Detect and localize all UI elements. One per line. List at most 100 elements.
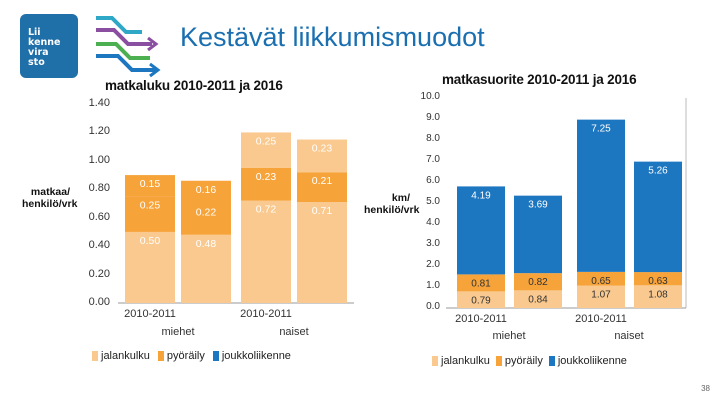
data-label: 0.23 [312,143,333,155]
legend-label: joukkoliikenne [221,350,291,362]
bar-segment [241,167,291,201]
group-label: naiset [279,326,308,338]
chart1-legend: jalankulku pyöräily joukkoliikenne [92,350,291,362]
bar-segment [514,290,562,308]
data-label: 0.16 [196,184,217,196]
data-label: 0.21 [312,175,333,187]
y-tick-label: 0.0 [426,301,440,312]
x-tick-label: 2010-2011 [455,313,507,325]
y-tick-label: 4.0 [426,217,440,228]
data-label: 0.72 [256,204,277,216]
data-label: 0.23 [256,171,277,183]
data-label: 0.25 [140,199,161,211]
logo: Lii kenne vira sto [20,14,78,78]
route-graphic [96,16,161,78]
data-label: 0.71 [312,205,333,217]
legend-item-joukkoliikenne: joukkoliikenne [212,350,291,362]
legend-item-pyoraily: pyöräily [495,355,543,367]
legend-swatch [495,356,502,366]
bar-segment [125,196,175,232]
legend-label: jalankulku [441,355,490,367]
page-number: 38 [701,384,710,393]
legend-label: joukkoliikenne [557,355,627,367]
bar-segment [297,172,347,203]
legend-item-joukkoliikenne: joukkoliikenne [548,355,627,367]
legend-item-jalankulku: jalankulku [432,355,490,367]
bar-segment [577,119,625,272]
data-label: 0.65 [591,276,611,287]
bar-segment [181,180,231,204]
bar-segment [577,271,625,286]
bar-segment [125,175,175,197]
group-label: miehet [492,330,525,342]
bar-segment [634,161,682,273]
y-tick-label: 1.0 [426,280,440,291]
legend-item-pyoraily: pyöräily [157,350,205,362]
y-tick-label: 1.00 [88,153,110,166]
chart2-plot: 0.79 0.81 4.19 2010-2011 0.84 0.82 3.69 1.07 0.6… [446,98,687,342]
data-label: 0.22 [196,207,217,219]
data-label: 0.81 [471,278,491,289]
y-tick-label: 10.0 [420,91,440,102]
legend-swatch [548,356,555,366]
bar-segment [457,274,505,292]
bar-segment [634,285,682,308]
group-label: miehet [161,326,194,338]
bar-segment [125,231,175,303]
x-tick-label: 2010-2011 [575,313,627,325]
y-tick-label: 8.0 [426,133,440,144]
bar-segment [181,203,231,235]
y-tick-label: 1.40 [88,97,110,109]
legend-swatch [92,351,98,361]
bar-segment [297,202,347,303]
x-tick-label: 2010-2011 [124,308,176,320]
group-label: naiset [614,330,643,342]
chart2-legend: jalankulku pyöräily joukkoliikenne [432,355,627,367]
logo-text-2: kenne [28,37,61,48]
bar-segment [457,291,505,308]
chart1-plot: 0.50 0.25 0.15 2010-2011 0.48 0.22 0.16 0.72 0.2… [118,132,354,338]
y-tick-label: 0.60 [88,210,110,223]
y-tick-label: 2.0 [426,259,440,270]
legend-item-jalankulku: jalankulku [92,350,150,362]
legend-label: jalankulku [101,350,150,362]
data-label: 3.69 [528,200,548,211]
y-tick-label: 3.0 [426,238,440,249]
data-label: 1.07 [591,290,611,301]
bar-segment [514,195,562,274]
slide-title: Kestävät liikkumismuodot [180,22,485,52]
chart1-title: matkaluku 2010-2011 ja 2016 [105,78,283,93]
y-tick-label: 7.0 [426,154,440,165]
data-label: 7.25 [591,124,611,135]
data-label: 0.82 [528,277,548,288]
legend-swatch [432,356,438,366]
data-label: 0.79 [471,295,491,306]
legend-label: pyöräily [504,355,543,367]
data-label: 5.26 [648,166,668,177]
bar-segment [297,139,347,173]
y-tick-label: 0.00 [88,296,110,308]
bar-segment [634,272,682,286]
data-label: 0.63 [648,276,668,287]
legend-swatch [212,351,219,361]
legend-label: pyöräily [166,350,205,362]
y-tick-label: 1.20 [88,125,110,138]
data-label: 0.25 [256,135,277,147]
y-tick-label: 6.0 [426,175,440,186]
data-label: 1.08 [648,289,668,300]
x-tick-label: 2010-2011 [240,308,292,320]
bar-segment [241,132,291,168]
y-tick-label: 5.0 [426,196,440,207]
data-label: 0.84 [528,294,548,305]
bar-segment [514,273,562,291]
y-tick-label: 0.20 [88,267,110,280]
logo-text-1: Lii [28,27,41,38]
chart2-ylabel: km/ henkilö/vrk [364,192,420,216]
y-tick-label: 9.0 [426,112,440,123]
y-tick-label: 0.80 [88,182,110,195]
legend-swatch [157,351,164,361]
chart1-ylabel: matkaa/ henkilö/vrk [22,186,78,210]
logo-text-4: sto [28,57,45,68]
data-label: 0.50 [140,235,161,247]
data-label: 4.19 [471,190,491,201]
